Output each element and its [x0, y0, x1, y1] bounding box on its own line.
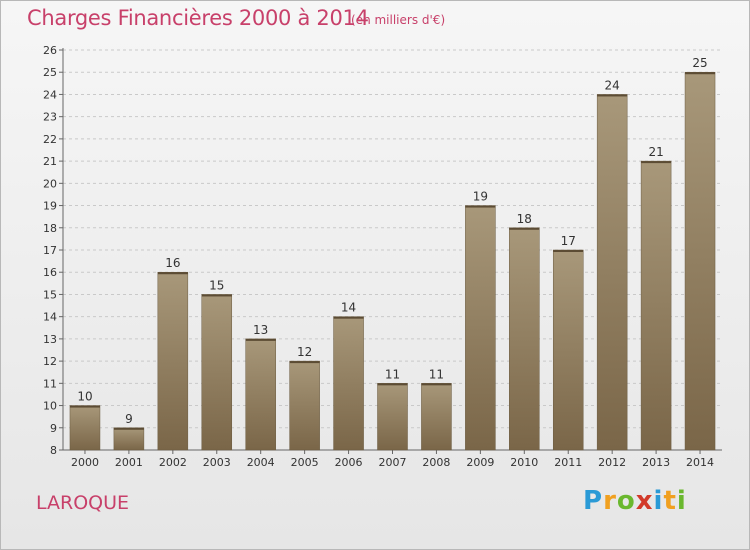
y-tick-label: 25	[43, 66, 57, 79]
location-label: LAROQUE	[36, 492, 130, 514]
bar-2001	[113, 427, 145, 451]
bar-2007	[377, 383, 408, 451]
bar-2011	[552, 249, 584, 451]
proxiti-logo[interactable]: Proxiti	[583, 486, 687, 516]
bar-2000	[69, 405, 101, 451]
y-tick-label: 12	[43, 355, 57, 368]
x-tick-label-2014: 2014	[686, 456, 714, 469]
y-tick-label: 13	[43, 333, 57, 346]
bar-2002	[157, 271, 189, 451]
y-tick-label: 22	[43, 133, 57, 146]
bar-2004	[245, 338, 276, 451]
x-tick-label-2001: 2001	[115, 456, 143, 469]
bar-top-2006	[333, 316, 364, 319]
data-label-2010: 18	[517, 212, 532, 226]
data-label-2008: 11	[429, 367, 444, 381]
y-tick-label: 18	[43, 222, 57, 235]
bar-layer	[69, 71, 716, 451]
bar-2008	[421, 383, 452, 451]
data-label-2011: 17	[561, 234, 576, 248]
data-label-2013: 21	[648, 145, 663, 159]
data-label-2012: 24	[605, 78, 620, 92]
bar-top-2001	[113, 427, 144, 430]
bar-top-2011	[553, 250, 584, 252]
bar-top-2003	[201, 294, 232, 297]
x-tick-label-2008: 2008	[422, 456, 450, 469]
logo-letter: i	[653, 486, 664, 516]
bar-2014	[684, 71, 716, 451]
x-tick-label-2000: 2000	[71, 456, 99, 469]
x-tick-label-2009: 2009	[466, 456, 494, 469]
bar-2005	[289, 360, 320, 451]
x-tick-label-2013: 2013	[642, 456, 670, 469]
bar-top-2004	[245, 338, 276, 341]
y-tick-label: 10	[43, 400, 57, 413]
logo-letter: P	[583, 486, 604, 516]
logo-letter: x	[635, 486, 654, 516]
bar-top-2000	[69, 405, 100, 408]
y-tick-label: 11	[43, 377, 57, 390]
bar-2006	[333, 316, 364, 451]
bar-top-2008	[421, 383, 452, 386]
y-tick-label: 24	[43, 88, 57, 101]
y-tick-label: 14	[43, 311, 57, 324]
bar-top-2014	[685, 72, 716, 75]
bar-top-2009	[465, 205, 496, 208]
y-tick-label: 19	[43, 200, 57, 213]
data-label-2003: 15	[209, 278, 224, 292]
y-tick-label: 9	[50, 422, 57, 435]
bar-top-2013	[641, 161, 672, 164]
x-tick-label-2007: 2007	[379, 456, 407, 469]
y-tick-label: 21	[43, 155, 57, 168]
x-tick-label-2005: 2005	[291, 456, 319, 469]
chart-title: Charges Financières 2000 à 2014	[27, 6, 369, 30]
data-label-2006: 14	[341, 301, 356, 315]
y-tick-label: 16	[43, 266, 57, 279]
data-label-2002: 16	[165, 256, 180, 270]
x-tick-label-2002: 2002	[159, 456, 187, 469]
y-tick-label: 20	[43, 177, 57, 190]
chart-subtitle: (en milliers d'€)	[351, 13, 446, 27]
x-tick-label-2010: 2010	[510, 456, 538, 469]
x-tick-label-2011: 2011	[554, 456, 582, 469]
y-tick-label: 26	[43, 44, 57, 57]
x-tick-label-2004: 2004	[247, 456, 275, 469]
logo-letter: r	[603, 486, 617, 516]
x-tick-label-2003: 2003	[203, 456, 231, 469]
bar-2012	[596, 94, 628, 451]
bar-2003	[201, 294, 233, 451]
y-tick-label: 8	[50, 444, 57, 457]
data-label-2000: 10	[77, 390, 92, 404]
data-label-2014: 25	[692, 56, 707, 70]
data-label-2005: 12	[297, 345, 312, 359]
data-label-2007: 11	[385, 367, 400, 381]
bar-2013	[640, 160, 672, 451]
bar-top-2005	[289, 361, 320, 364]
data-label-2009: 19	[473, 190, 488, 204]
label-layer: 10 9 16 15 13 12 14 11 11 19 18 17 24 21 25	[77, 56, 707, 426]
x-tick-label-2012: 2012	[598, 456, 626, 469]
data-label-2001: 9	[125, 412, 133, 426]
y-tick-label: 23	[43, 111, 57, 124]
bar-top-2012	[597, 94, 628, 97]
bar-2009	[465, 205, 496, 451]
bar-2010	[509, 227, 540, 451]
bar-top-2002	[157, 272, 188, 275]
x-tick-label-2006: 2006	[335, 456, 363, 469]
data-label-2004: 13	[253, 323, 268, 337]
logo-letter: o	[616, 486, 636, 516]
y-tick-label: 15	[43, 288, 57, 301]
logo-letter: t	[663, 486, 677, 516]
bar-top-2007	[377, 383, 408, 386]
bar-top-2010	[509, 227, 540, 230]
y-tick-label: 17	[43, 244, 57, 257]
logo-letter: i	[676, 486, 687, 516]
